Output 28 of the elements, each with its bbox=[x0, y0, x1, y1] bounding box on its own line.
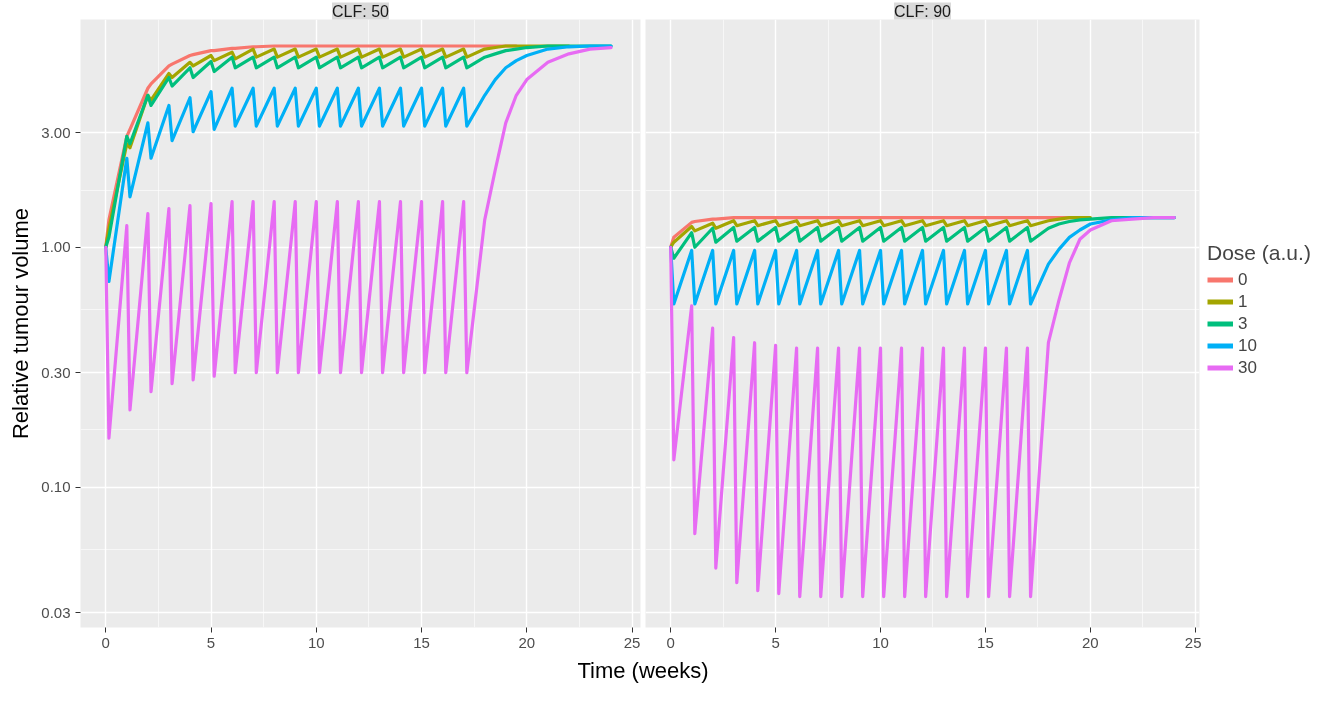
chart-title: CLF: 90 bbox=[894, 2, 952, 20]
y-tick-label: 3.00 bbox=[41, 123, 71, 141]
x-tick-label: 25 bbox=[623, 633, 641, 651]
y-tick-label: 0.10 bbox=[41, 478, 71, 496]
legend-label: 1 bbox=[1238, 291, 1249, 312]
legend-label: 3 bbox=[1238, 313, 1249, 334]
x-tick-label: 10 bbox=[307, 633, 325, 651]
x-tick-label: 15 bbox=[413, 633, 430, 651]
x-tick-label: 10 bbox=[872, 633, 889, 651]
y-tick-label: 0.03 bbox=[41, 603, 71, 621]
x-tick-label: 5 bbox=[206, 633, 216, 651]
chart-title: CLF: 50 bbox=[332, 2, 390, 20]
y-tick-label: 0.30 bbox=[41, 363, 71, 381]
legend-title: Dose (a.u.) bbox=[1207, 240, 1311, 265]
x-tick-label: 0 bbox=[101, 633, 110, 651]
y-axis-title: Relative tumour volume bbox=[8, 207, 34, 440]
line-series bbox=[104, 45, 613, 440]
legend-label: 30 bbox=[1238, 357, 1258, 378]
legend-label: 0 bbox=[1238, 269, 1249, 290]
x-tick-label: 25 bbox=[1184, 633, 1202, 651]
x-tick-label: 15 bbox=[977, 633, 994, 651]
legend-label: 10 bbox=[1238, 335, 1258, 356]
y-tick-label: 1.00 bbox=[41, 238, 71, 256]
x-tick-label: 5 bbox=[771, 633, 780, 651]
x-axis-title: Time (weeks) bbox=[576, 657, 710, 685]
x-tick-label: 20 bbox=[518, 633, 536, 651]
x-tick-label: 0 bbox=[666, 633, 675, 651]
x-tick-label: 20 bbox=[1082, 633, 1099, 651]
